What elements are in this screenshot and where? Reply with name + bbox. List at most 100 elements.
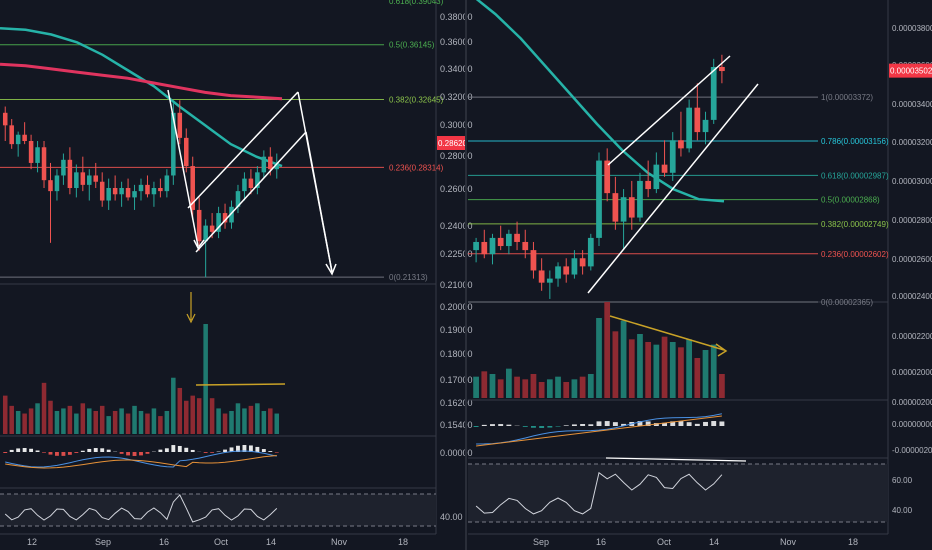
macd-histogram-bar	[563, 425, 569, 426]
candle-body	[2, 112, 8, 126]
price-axis-label: 0.19000	[440, 325, 473, 335]
price-axis-label: 0.16200	[440, 398, 473, 408]
fib-level-label: 0.618(0.39043)	[389, 0, 444, 6]
volume-arrow-head	[715, 343, 728, 357]
date-axis-label: 18	[848, 537, 858, 547]
volume-bar	[481, 371, 488, 398]
price-axis-label: 0.17000	[440, 375, 473, 385]
candle-body	[268, 156, 273, 170]
candle-body	[151, 188, 157, 195]
left-moving-averages	[0, 26, 283, 168]
candle-body	[190, 166, 195, 210]
volume-bar	[274, 413, 280, 434]
right-candles	[473, 54, 725, 299]
volume-bar	[87, 408, 92, 434]
macd-histogram-bar	[490, 424, 495, 426]
rsi-line	[475, 471, 723, 515]
candle-body	[661, 164, 668, 173]
macd-histogram-bar	[158, 449, 163, 452]
macd-histogram-bar	[22, 448, 27, 452]
volume-bar	[171, 377, 176, 434]
fib-level-label: 0.236(0.28314)	[389, 163, 444, 172]
volume-bar	[522, 379, 529, 398]
volume-bar	[596, 318, 602, 398]
price-axis-label: 0.00000000	[892, 420, 932, 429]
volume-bar	[151, 408, 157, 434]
candle-body	[229, 206, 234, 223]
candle-body	[514, 233, 520, 242]
macd-histogram-bar	[274, 452, 279, 453]
volume-bar	[546, 379, 553, 398]
macd-histogram-bar	[653, 423, 659, 426]
volume-bar	[653, 344, 660, 398]
left-rsi	[0, 493, 436, 527]
macd-histogram-bar	[119, 452, 124, 454]
price-axis-label: 0.34000	[440, 64, 473, 74]
volume-bar	[158, 416, 163, 434]
volume-bar	[209, 398, 215, 434]
volume-bar	[2, 395, 8, 434]
macd-histogram-bar	[67, 452, 72, 455]
date-axis-label: Sep	[533, 537, 549, 547]
macd-histogram-bar	[87, 448, 92, 452]
price-axis-label: 40.00	[892, 506, 913, 515]
candle-body	[203, 225, 208, 242]
macd-histogram-bar	[177, 445, 182, 452]
candle-body	[604, 160, 611, 194]
volume-bar	[563, 382, 570, 398]
trend-line	[167, 89, 199, 247]
candle-body	[125, 188, 131, 198]
candle-body	[48, 180, 53, 192]
candle-body	[579, 258, 586, 267]
candle-body	[255, 172, 260, 188]
candle-body	[242, 178, 247, 192]
price-axis-label: 0.22500	[440, 249, 473, 259]
volume-bar	[242, 408, 247, 434]
candle-body	[222, 213, 228, 223]
candle-body	[145, 184, 150, 195]
macd-histogram-bar	[719, 421, 725, 426]
channel-lower-line	[195, 131, 307, 253]
volume-bar	[702, 350, 709, 398]
fib-level-label: 0.5(0.00002868)	[821, 196, 880, 205]
macd-histogram-bar	[190, 449, 195, 452]
volume-bar	[119, 408, 124, 434]
candle-body	[99, 181, 105, 201]
signal-line	[5, 455, 277, 469]
left-date-axis[interactable]: 12 Sep 16 Oct 14 Nov 18	[27, 537, 408, 547]
rsi-band	[0, 494, 436, 526]
current-price-label: 0.00003502	[890, 67, 932, 76]
macd-histogram-bar	[588, 424, 594, 426]
channel-lower-line	[587, 83, 759, 294]
rsi-band	[468, 464, 888, 522]
macd-histogram-bar	[48, 452, 53, 455]
candle-body	[596, 160, 602, 238]
right-price-axis[interactable]: 0.000038000.000036000.000034000.00003200…	[889, 24, 932, 515]
volume-bar	[9, 405, 14, 434]
price-axis-label: 0.21000	[440, 280, 473, 290]
left-candles	[2, 100, 280, 278]
price-axis-label: 0.32000	[440, 92, 473, 102]
volume-bar	[67, 405, 73, 434]
volume-bar	[229, 410, 234, 434]
macd-histogram-bar	[100, 448, 105, 452]
volume-bar	[612, 331, 619, 398]
candle-body	[74, 172, 79, 188]
volume-bar	[28, 408, 34, 434]
right-date-axis[interactable]: Sep 16 Oct 14 Nov 18	[533, 537, 858, 547]
macd-histogram-bar	[670, 421, 676, 426]
candle-body	[686, 107, 692, 149]
candle-body	[54, 175, 60, 192]
candle-body	[530, 250, 537, 271]
volume-bar	[530, 374, 537, 398]
candle-body	[637, 180, 643, 218]
price-axis-label: 0.00002200	[892, 332, 932, 341]
candle-body	[481, 241, 488, 255]
price-axis-label: 0.38000	[440, 12, 473, 22]
price-axis-label: 0.00002400	[892, 292, 932, 301]
price-axis-label: 0.30000	[440, 120, 473, 130]
rsi-trend-line	[605, 457, 747, 462]
left-price-axis[interactable]: 0.38000 0.36000 0.34000 0.32000 0.30000 0.280…	[437, 12, 473, 522]
macd-histogram-bar	[539, 426, 545, 428]
volume-bar	[678, 347, 684, 398]
